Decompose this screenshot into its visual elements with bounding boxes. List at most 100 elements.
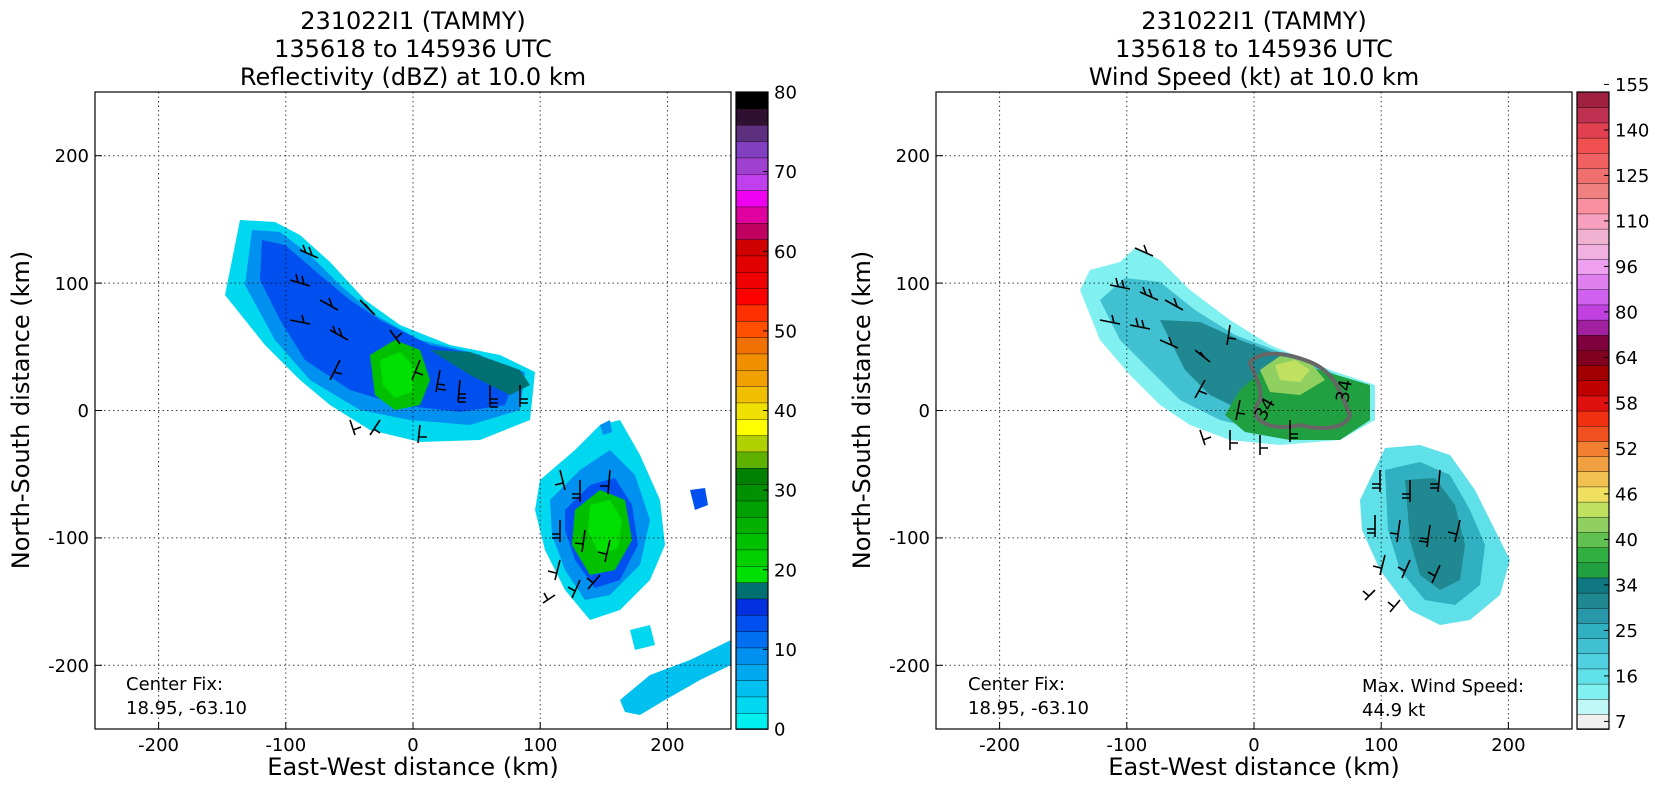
panel-title-line-3: Reflectivity (dBZ) at 10.0 km xyxy=(240,63,586,91)
colorbar-cell xyxy=(1576,652,1610,670)
y-tick-label: -200 xyxy=(889,656,930,677)
colorbar-tick-labels: 0 10 20 30 40 50 60 70 80 xyxy=(763,83,797,741)
colorbar-tick-label: 40 xyxy=(774,401,797,422)
colorbar-cell xyxy=(735,369,769,387)
x-tick-label: 0 xyxy=(407,735,418,756)
colorbar-tick-label: 64 xyxy=(1615,348,1638,369)
panel-title-line-1: 231022I1 (TAMMY) xyxy=(1141,7,1367,35)
contour-label: 34 xyxy=(1332,378,1357,404)
colorbar-cell xyxy=(735,630,769,649)
reflectivity-band-core-bright xyxy=(380,352,415,398)
panel-title-line-1: 231022I1 (TAMMY) xyxy=(300,7,526,35)
x-tick-label: -100 xyxy=(1106,735,1147,756)
colorbar-cell xyxy=(735,500,769,518)
colorbar-cell xyxy=(1576,319,1610,336)
colorbar-cell xyxy=(735,304,769,322)
colorbar-cell xyxy=(735,696,769,714)
panel-title-line-2: 135618 to 145936 UTC xyxy=(274,35,552,63)
colorbar-cell xyxy=(735,565,769,583)
colorbar-cell xyxy=(1576,106,1610,124)
colorbar-tick-labels: 7 16 25 34 40 46 52 58 64 80 96 110 125 140 155 xyxy=(1604,75,1649,733)
colorbar-cell xyxy=(1576,182,1610,199)
colorbar-cell xyxy=(735,173,769,191)
reflectivity-se-arc xyxy=(620,640,731,715)
x-tick-label: -200 xyxy=(138,735,179,756)
y-tick-label: 100 xyxy=(896,274,930,295)
colorbar-cells xyxy=(1576,91,1610,730)
x-tick-label: 100 xyxy=(1364,735,1398,756)
colorbar-tick-label: 58 xyxy=(1615,393,1638,414)
reflectivity-colorbar: 0 10 20 30 40 50 60 70 80 xyxy=(735,83,797,741)
colorbar-cell xyxy=(1576,470,1610,488)
colorbar-cell xyxy=(735,287,769,306)
colorbar-tick-label: 20 xyxy=(774,560,797,581)
colorbar-tick-label: 25 xyxy=(1615,621,1638,642)
center-fix-value: 18.95, -63.10 xyxy=(126,698,247,719)
colorbar-cell xyxy=(735,467,769,485)
colorbar-cell xyxy=(1576,698,1610,715)
y-tick-label: 200 xyxy=(896,146,930,167)
colorbar-cell xyxy=(735,189,769,208)
reflectivity-wind-barbs xyxy=(289,244,611,604)
x-tick-label: -100 xyxy=(265,735,306,756)
y-tick-label: 0 xyxy=(919,401,930,422)
colorbar-cell xyxy=(735,516,769,534)
x-axis: -200 -100 0 100 200 East-West distance (… xyxy=(979,722,1526,781)
y-axis: -200 -100 0 100 200 North-South distance… xyxy=(7,146,102,677)
colorbar-cell xyxy=(735,108,769,126)
colorbar-cell xyxy=(735,271,769,289)
colorbar-cell xyxy=(1576,273,1610,290)
colorbar-cell xyxy=(735,91,769,110)
y-tick-label: -100 xyxy=(48,528,89,549)
reflectivity-panel: 231022I1 (TAMMY) 135618 to 145936 UTC Re… xyxy=(7,7,797,781)
colorbar-tick-label: 80 xyxy=(774,83,797,104)
x-tick-label: 200 xyxy=(650,735,684,756)
center-fix-value: 18.95, -63.10 xyxy=(968,698,1089,719)
colorbar-tick-label: 16 xyxy=(1615,666,1638,687)
colorbar-cell xyxy=(735,483,769,502)
colorbar-cell xyxy=(1576,334,1610,351)
colorbar-cell xyxy=(735,712,769,730)
y-tick-label: 100 xyxy=(55,274,89,295)
colorbar-cell xyxy=(735,418,769,436)
colorbar-tick-label: 96 xyxy=(1615,257,1638,278)
colorbar-cell xyxy=(735,206,769,224)
colorbar-tick-label: 80 xyxy=(1615,302,1638,323)
reflectivity-isolated-echo-2 xyxy=(600,420,612,435)
center-fix-label: Center Fix: xyxy=(968,674,1065,695)
center-fix-label: Center Fix: xyxy=(126,674,223,695)
colorbar-cell xyxy=(1576,91,1610,108)
wind-band-max xyxy=(1275,360,1310,382)
y-tick-label: 200 xyxy=(55,146,89,167)
x-axis: -200 -100 0 100 200 East-West distance (… xyxy=(138,722,685,781)
colorbar-tick-label: 52 xyxy=(1615,439,1638,460)
colorbar-tick-label: 10 xyxy=(774,640,797,661)
colorbar-tick-label: 140 xyxy=(1615,120,1649,141)
colorbar-cell xyxy=(1576,379,1610,397)
x-tick-label: 200 xyxy=(1491,735,1525,756)
wind-cell-inner xyxy=(1405,478,1465,590)
y-tick-label: -100 xyxy=(889,528,930,549)
colorbar-tick-label: 70 xyxy=(774,162,797,183)
colorbar-cell xyxy=(735,598,769,616)
colorbar-cell xyxy=(735,353,769,371)
colorbar-cell xyxy=(735,222,769,240)
colorbar-cell xyxy=(1576,516,1610,533)
colorbar-tick-label: 110 xyxy=(1615,211,1649,232)
colorbar-cell xyxy=(1576,592,1610,609)
colorbar-tick-label: 60 xyxy=(774,242,797,263)
colorbar-cell xyxy=(735,451,769,469)
colorbar-cell xyxy=(735,255,769,273)
colorbar-cell xyxy=(1576,607,1610,624)
reflectivity-se-echo xyxy=(630,625,655,650)
colorbar-tick-label: 50 xyxy=(774,321,797,342)
colorbar-cell xyxy=(735,614,769,632)
colorbar-cell xyxy=(1576,288,1610,306)
panel-title-line-2: 135618 to 145936 UTC xyxy=(1115,35,1393,63)
x-axis-label: East-West distance (km) xyxy=(1108,753,1399,781)
panel-title-line-3: Wind Speed (kt) at 10.0 km xyxy=(1089,63,1420,91)
max-wind-speed-label: Max. Wind Speed: xyxy=(1362,676,1524,697)
max-wind-speed-value: 44.9 kt xyxy=(1362,700,1425,721)
colorbar-cell xyxy=(1576,243,1610,260)
